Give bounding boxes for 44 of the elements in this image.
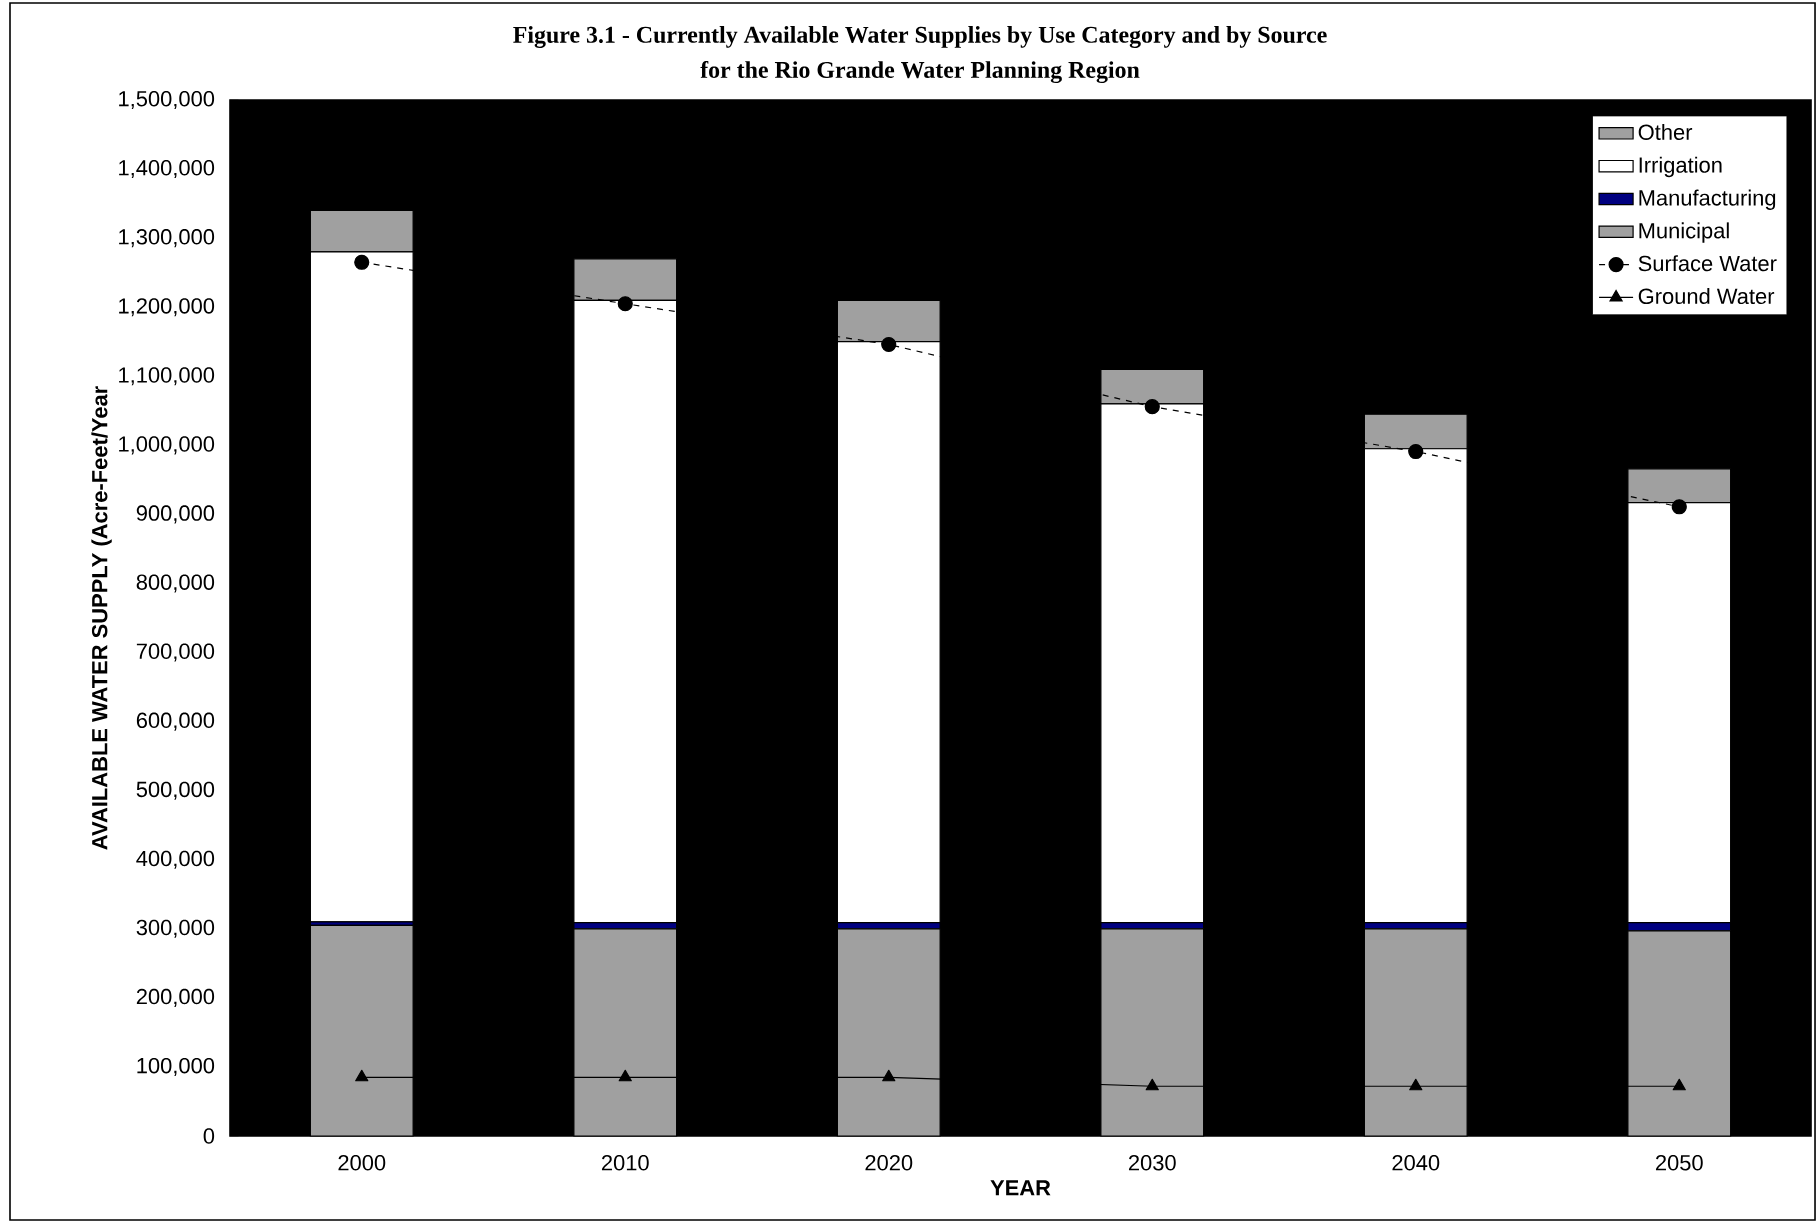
point [1672,1078,1686,1091]
point [354,254,370,270]
point [1145,1078,1159,1091]
y-tick-label: 900,000 [136,505,215,524]
y-tick-label: 500,000 [136,781,215,800]
y-tick-label: 200,000 [136,988,215,1007]
y-tick-label: 1,400,000 [119,160,215,179]
point [1671,499,1687,515]
point [1409,1078,1423,1091]
x-tick-label: 2040 [1392,1155,1440,1171]
y-tick-label: 1,100,000 [119,367,215,386]
y-tick-label: 600,000 [136,712,215,731]
y-tick-label: 700,000 [136,643,215,662]
y-tick-label: 1,000,000 [119,436,215,455]
legend-label: Irrigation [1639,156,1722,178]
x-tick-label: 2020 [865,1155,913,1171]
x-tick-label: 2050 [1655,1155,1703,1171]
point [882,1069,896,1082]
x-tick-label: 2030 [1128,1155,1176,1171]
x-tick-label: 2010 [601,1155,649,1171]
legend-label: Manufacturing [1639,189,1776,210]
y-tick-label: 300,000 [136,919,215,938]
point [1144,399,1160,415]
y-tick-label: 1,300,000 [119,229,215,248]
legend-label: Other [1638,123,1693,140]
x-axis-title: YEAR [990,1180,1051,1196]
chart-subtitle: for the Rio Grande Water Planning Region [700,60,1140,84]
chart-title: Figure 3.1 - Currently Available Water Supplies by Use Category and by Source [513,26,1327,48]
point [1408,443,1424,460]
legend-label: Surface Water [1638,255,1777,272]
y-tick-label: 100,000 [137,1057,215,1076]
point [617,296,633,312]
legend-label: Municipal [1639,222,1729,243]
x-tick-label: 2000 [338,1155,386,1171]
y-tick-label: 1,500,000 [119,90,215,110]
y-axis-title: AVAILABLE WATER SUPPLY (Acre-Feet/Year [91,386,112,850]
y-tick-label: 400,000 [136,850,215,869]
y-tick-label: 800,000 [136,574,215,593]
y-tick-label: 1,200,000 [119,298,215,317]
point [355,1069,369,1082]
y-tick-label: 0 [203,1128,215,1144]
legend-label: Ground Water [1638,287,1775,305]
point [618,1069,632,1082]
point [881,336,897,353]
